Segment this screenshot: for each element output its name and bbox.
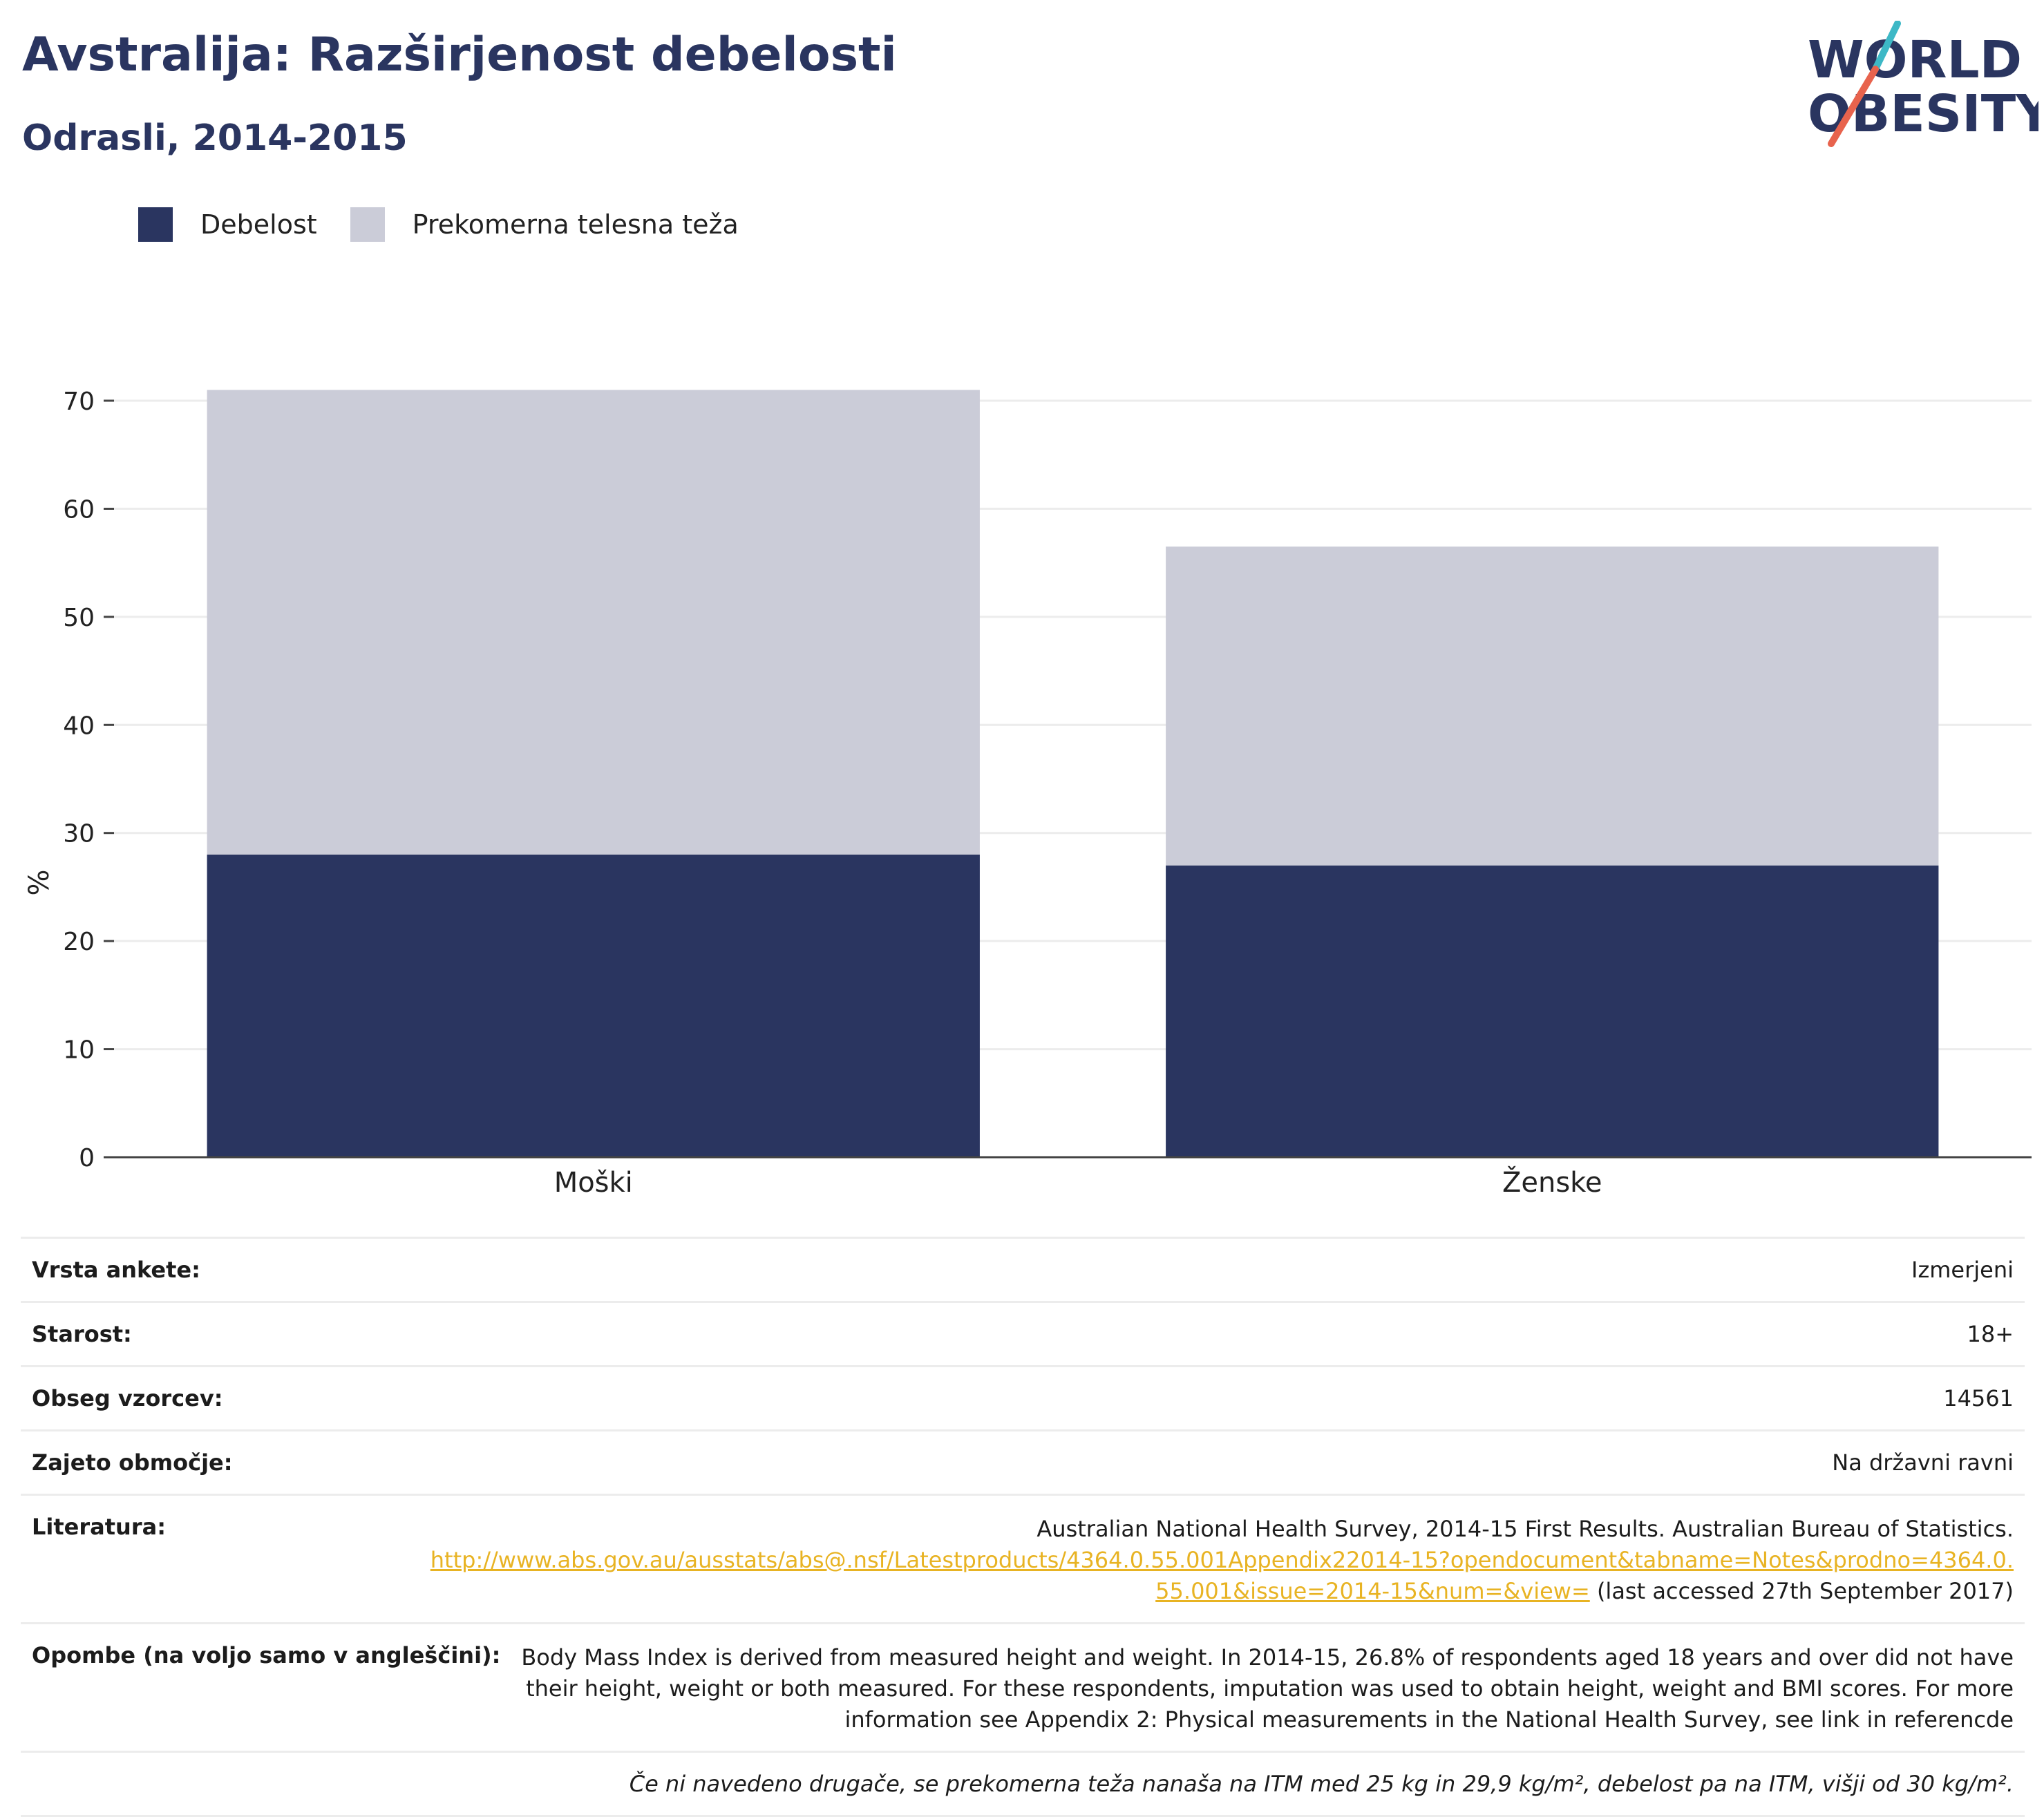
literature-text: Australian National Health Survey, 2014-… — [1037, 1516, 2014, 1542]
world-obesity-logo: WORLD OBESITY — [1808, 21, 2038, 147]
survey-info-table: Vrsta ankete: Izmerjeni Starost: 18+ Obs… — [21, 1237, 2025, 1817]
y-tick-label: 30 — [63, 820, 95, 848]
info-key: Vrsta ankete: — [32, 1257, 200, 1283]
info-value: Na državni ravni — [1832, 1449, 2014, 1476]
stacked-bar-chart: 0 10 20 30 40 50 60 70% Moški Ženske — [23, 388, 2032, 1199]
info-key: Obseg vzorcev: — [32, 1385, 223, 1411]
bar-segment-overweight — [1166, 546, 1939, 866]
page-subtitle: Odrasli, 2014-2015 — [22, 117, 408, 159]
logo-slash-teal — [1872, 21, 1901, 73]
info-key: Opombe (na voljo samo v angleščini): — [32, 1642, 501, 1668]
bar-segment-obesity — [207, 855, 980, 1157]
page-title: Avstralija: Razširjenost debelosti — [22, 28, 897, 82]
info-row-age: Starost: 18+ — [21, 1301, 2025, 1365]
info-value: 14561 — [1943, 1385, 2014, 1411]
y-tick-label: 60 — [63, 495, 95, 524]
info-row-sample-size: Obseg vzorcev: 14561 — [21, 1365, 2025, 1429]
legend-swatch-obesity — [138, 207, 173, 242]
legend-item-obesity: Debelost — [138, 207, 317, 242]
y-tick-label: 10 — [63, 1036, 95, 1065]
y-tick-label: 20 — [63, 928, 95, 956]
footnote: Če ni navedeno drugače, se prekomerna te… — [21, 1751, 2025, 1817]
y-axis-title: % — [23, 869, 55, 895]
bar-segment-obesity — [1166, 865, 1939, 1157]
y-tick-label: 0 — [79, 1144, 95, 1172]
info-value: Izmerjeni — [1911, 1257, 2014, 1283]
legend-label-overweight: Prekomerna telesna teža — [412, 209, 739, 240]
literature-link[interactable]: http://www.abs.gov.au/ausstats/abs@.nsf/… — [430, 1547, 2014, 1604]
info-row-coverage: Zajeto območje: Na državni ravni — [21, 1429, 2025, 1494]
info-row-survey-type: Vrsta ankete: Izmerjeni — [21, 1237, 2025, 1301]
legend-label-obesity: Debelost — [200, 209, 317, 240]
info-row-notes: Opombe (na voljo samo v angleščini): Bod… — [21, 1622, 2025, 1751]
notes-value: Body Mass Index is derived from measured… — [521, 1644, 2014, 1733]
chart-legend: Debelost Prekomerna telesna teža — [138, 207, 772, 242]
logo-slash-coral — [1828, 66, 1879, 147]
x-category-label: Moški — [554, 1167, 633, 1199]
literature-suffix: (last accessed 27th September 2017) — [1589, 1578, 2014, 1604]
info-key: Literatura: — [32, 1514, 166, 1540]
info-value: 18+ — [1967, 1321, 2014, 1347]
y-tick-label: 50 — [63, 604, 95, 632]
info-key: Zajeto območje: — [32, 1449, 233, 1476]
logo-line-2: OBESITY — [1808, 84, 2038, 144]
legend-swatch-overweight — [350, 207, 385, 242]
logo-line-1: WORLD — [1808, 30, 2022, 90]
info-row-literature: Literatura: Australian National Health S… — [21, 1494, 2025, 1622]
y-tick-label: 40 — [63, 712, 95, 740]
info-key: Starost: — [32, 1321, 132, 1347]
bar-segment-overweight — [207, 390, 980, 855]
x-category-label: Ženske — [1502, 1166, 1602, 1199]
y-tick-label: 70 — [63, 388, 95, 416]
legend-item-overweight: Prekomerna telesna teža — [350, 207, 739, 242]
literature-value: Australian National Health Survey, 2014-… — [424, 1514, 2014, 1607]
